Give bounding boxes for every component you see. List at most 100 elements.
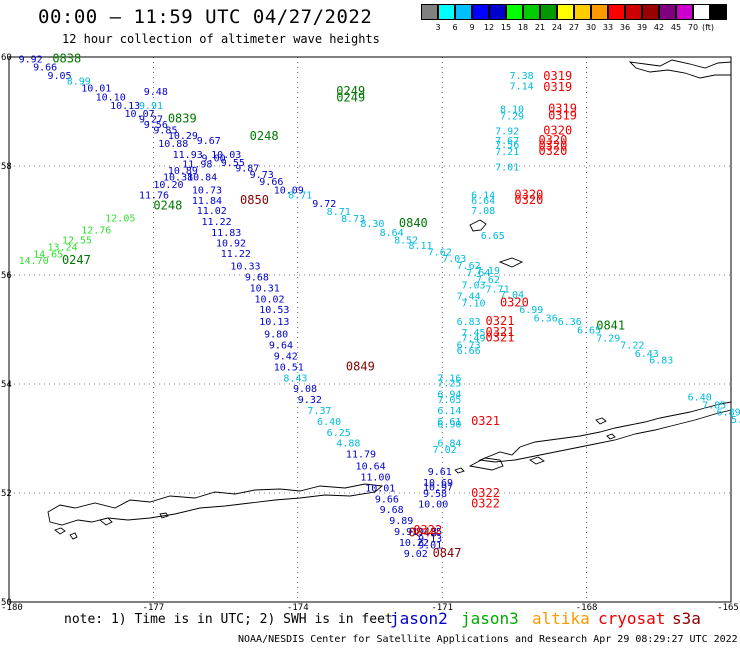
wave-height-value: 8.10 — [500, 105, 524, 116]
wave-height-value: 9.27 — [139, 114, 163, 125]
wave-height-value: 9.08 — [293, 384, 317, 395]
wave-height-value: 10.33 — [230, 262, 260, 273]
wave-height-value: 10.03 — [211, 150, 241, 161]
scale-swatch — [659, 4, 676, 20]
wave-height-value: 9.64 — [269, 341, 293, 352]
lon-label: -168 — [576, 603, 598, 613]
axis-labels: 60 58 56 54 52 50-180 -177 -174 -171 -168 -165 — [1, 53, 739, 613]
wave-height-value: 11.02 — [197, 206, 227, 217]
wave-height-value: 7.08 — [471, 206, 495, 217]
wave-height-value: 0320 — [538, 144, 567, 158]
wave-height-value: 6.94 — [437, 390, 461, 401]
wave-height-value: 11.93 — [173, 150, 203, 161]
wave-height-value: 0849 — [346, 359, 375, 373]
wave-height-value: 10.69 — [423, 478, 453, 489]
wave-height-value: 9.32 — [298, 395, 322, 406]
wave-height-value: 0321 — [471, 414, 500, 428]
wave-height-value: 0322 — [471, 497, 500, 511]
wave-height-value: 9.66 — [259, 177, 283, 188]
wave-height-value: 9.02 — [404, 549, 428, 560]
wave-height-value: 10.97 — [423, 482, 453, 493]
wave-height-value: 10.01 — [81, 83, 111, 94]
wave-height-value: 7.29 — [596, 333, 620, 344]
wave-height-value: 6.61 — [437, 417, 461, 428]
scale-swatch — [455, 4, 472, 20]
wave-height-value: 8.11 — [409, 241, 433, 252]
wave-height-value: 7.67 — [495, 136, 519, 147]
wave-height-value: 7.04 — [500, 290, 524, 301]
coastline — [454, 467, 465, 474]
wave-height-value: 0320 — [538, 133, 567, 147]
wave-height-value: 6.66 — [457, 346, 481, 357]
wave-height-value: 0248 — [250, 129, 279, 143]
wave-height-value: 11.00 — [360, 472, 390, 483]
scale-swatch — [523, 4, 540, 20]
wave-height-value: 0320 — [514, 188, 543, 202]
wave-height-value: 6.65 — [577, 325, 601, 336]
wave-height-value: 6.64 — [471, 196, 495, 207]
wave-height-value: 0848 — [409, 526, 438, 540]
wave-height-value: 11.83 — [211, 228, 241, 239]
wave-height-value: 0320 — [543, 123, 572, 137]
wave-height-value: 6.65 — [481, 231, 505, 242]
wave-height-value: 7.02 — [433, 445, 457, 456]
coastline — [606, 433, 616, 440]
wave-height-value: 9.85 — [153, 125, 177, 136]
wave-height-value: 9.66 — [375, 494, 399, 505]
wave-height-value: 9.91 — [394, 527, 418, 538]
coastline — [469, 219, 487, 232]
wave-height-value: 10.01 — [365, 483, 395, 494]
wave-height-value: 10.07 — [125, 109, 155, 120]
coastline — [99, 517, 113, 526]
wave-height-value: 11.76 — [139, 191, 169, 202]
wave-height-value: 7.29 — [500, 112, 524, 123]
wave-height-value: 12.05 — [105, 214, 135, 225]
scale-swatch — [591, 4, 608, 20]
scale-swatch — [642, 4, 659, 20]
scale-label: 33 — [602, 23, 614, 32]
wave-height-value: 7.10 — [461, 299, 485, 310]
wave-height-value: 7.85 — [702, 401, 726, 412]
wave-height-value: 10.73 — [192, 185, 222, 196]
wave-height-value: 9.00 — [202, 154, 226, 165]
wave-height-value: 8.71 — [327, 207, 351, 218]
wave-height-value: 0319 — [548, 109, 577, 123]
wave-height-value: 10.22 — [399, 538, 429, 549]
wave-height-value: 10.89 — [168, 166, 198, 177]
wave-height-value: 9.80 — [264, 330, 288, 341]
wave-height-value: 7.25 — [437, 379, 461, 390]
wave-height-value: 10.13 — [110, 101, 140, 112]
coastline — [47, 483, 384, 526]
wave-height-value: 8.73 — [341, 214, 365, 225]
wave-height-value: 4.88 — [336, 439, 360, 450]
scale-swatch — [540, 4, 557, 20]
wave-height-value: 9.68 — [245, 272, 269, 283]
scale-label: 39 — [636, 23, 648, 32]
wave-height-value: 7.01 — [495, 162, 519, 173]
wave-height-value: 10.53 — [259, 305, 289, 316]
scale-label: 21 — [534, 23, 546, 32]
scale-swatch — [557, 4, 574, 20]
wave-height-value: 7.05 — [437, 395, 461, 406]
wave-height-value: 6.83 — [649, 355, 673, 366]
scale-label: 42 — [653, 23, 665, 32]
wave-height-value: 6.90 — [437, 420, 461, 431]
legend-cryosat: cryosat — [598, 609, 666, 628]
wave-height-value: 9.01 — [418, 541, 442, 552]
scale-swatch — [676, 4, 693, 20]
wave-height-value: 10.84 — [187, 173, 217, 184]
scale-label: 24 — [551, 23, 563, 32]
scale-swatch — [489, 4, 506, 20]
wave-height-value: 8.52 — [394, 235, 418, 246]
credit-line: NOAA/NESDIS Center for Satellite Applica… — [238, 634, 738, 645]
wave-height-value: 10.29 — [168, 131, 198, 142]
wave-height-value: 0320 — [514, 193, 543, 207]
wave-height-value: 10.02 — [254, 294, 284, 305]
wave-height-value: 0839 — [168, 111, 197, 125]
wave-height-value: 0321 — [486, 314, 515, 328]
scale-label: 9 — [469, 23, 475, 32]
wave-height-value: 9.05 — [48, 71, 72, 82]
wave-height-value: 6.40 — [688, 392, 712, 403]
wave-height-value: 7.16 — [437, 373, 461, 384]
scale-swatch — [472, 4, 489, 20]
